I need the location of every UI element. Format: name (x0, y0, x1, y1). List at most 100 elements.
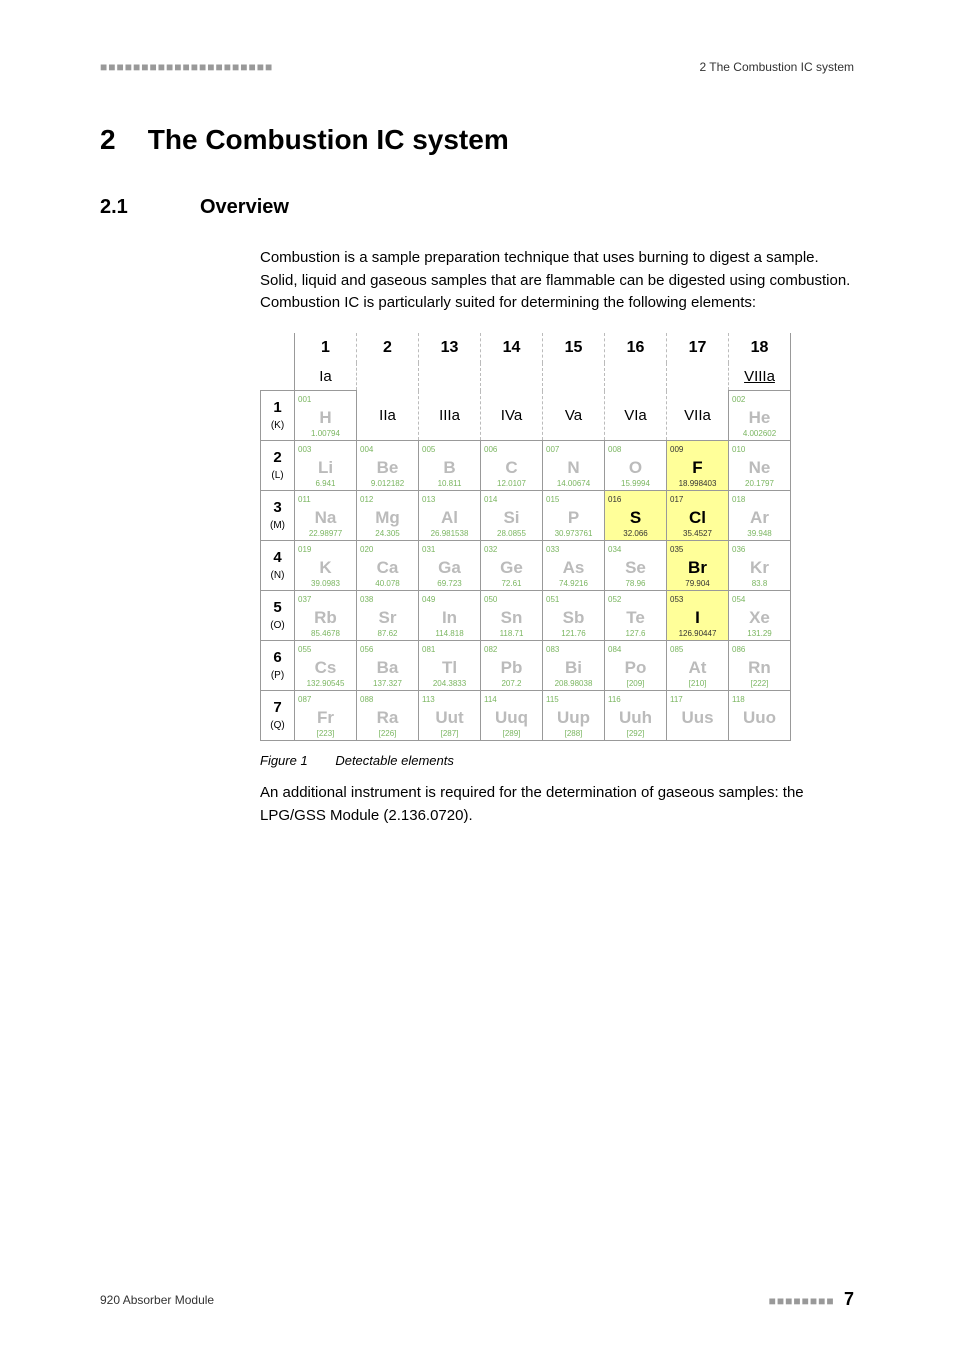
element-cell: 056Ba137.327 (357, 641, 419, 691)
group-label: IVa (481, 391, 543, 441)
element-cell: 116Uuh[292] (605, 691, 667, 741)
element-cell: 055Cs132.90545 (295, 641, 357, 691)
section-heading: 2.1 Overview (100, 196, 854, 219)
element-cell: 083Bi208.98038 (543, 641, 605, 691)
element-cell: 038Sr87.62 (357, 591, 419, 641)
element-cell: 117Uus (667, 691, 729, 741)
element-cell: 035Br79.904 (667, 541, 729, 591)
element-cell: 114Uuq[289] (481, 691, 543, 741)
group-label: IIa (357, 391, 419, 441)
element-cell: 113Uut[287] (419, 691, 481, 741)
group-label: Va (543, 391, 605, 441)
element-cell: 049In114.818 (419, 591, 481, 641)
period-label: 5(O) (261, 591, 295, 641)
element-cell: 003Li6.941 (295, 441, 357, 491)
followup-paragraph: An additional instrument is required for… (260, 782, 854, 827)
element-cell: 017Cl35.4527 (667, 491, 729, 541)
group-number: 17 (667, 333, 729, 363)
element-cell: 050Sn118.71 (481, 591, 543, 641)
element-cell: 054Xe131.29 (729, 591, 791, 641)
element-cell: 004Be9.012182 (357, 441, 419, 491)
periodic-table-figure: 12131415161718IaVIIIa1(K)001H1.00794IIaI… (260, 333, 854, 742)
chapter-name: The Combustion IC system (148, 124, 509, 155)
group-number: 14 (481, 333, 543, 363)
group-number: 2 (357, 333, 419, 363)
element-cell: 008O15.9994 (605, 441, 667, 491)
chapter-title: 2 The Combustion IC system (100, 124, 854, 156)
element-cell: 013Al26.981538 (419, 491, 481, 541)
footer-page-number: 7 (844, 1289, 854, 1309)
page-footer: 920 Absorber Module ■■■■■■■■ 7 (100, 1289, 854, 1310)
group-label (667, 363, 729, 391)
group-label (605, 363, 667, 391)
page-header: ■■■■■■■■■■■■■■■■■■■■■ 2 The Combustion I… (100, 60, 854, 74)
element-cell: 031Ga69.723 (419, 541, 481, 591)
element-cell: 053I126.90447 (667, 591, 729, 641)
element-cell: 012Mg24.305 (357, 491, 419, 541)
element-cell: 118Uuo (729, 691, 791, 741)
intro-paragraph: Combustion is a sample preparation techn… (260, 247, 854, 315)
group-number: 1 (295, 333, 357, 363)
header-dots-left: ■■■■■■■■■■■■■■■■■■■■■ (100, 60, 273, 74)
element-cell: 010Ne20.1797 (729, 441, 791, 491)
group-label: VIIIa (729, 363, 791, 391)
element-cell: 051Sb121.76 (543, 591, 605, 641)
element-cell: 037Rb85.4678 (295, 591, 357, 641)
footer-right: ■■■■■■■■ 7 (769, 1289, 854, 1310)
element-cell: 115Uup[288] (543, 691, 605, 741)
element-cell: 018Ar39.948 (729, 491, 791, 541)
element-cell: 088Ra[226] (357, 691, 419, 741)
group-label (481, 363, 543, 391)
element-cell: 034Se78.96 (605, 541, 667, 591)
element-cell: 001H1.00794 (295, 391, 357, 441)
period-label: 6(P) (261, 641, 295, 691)
section-number: 2.1 (100, 196, 200, 219)
group-number: 15 (543, 333, 605, 363)
group-label (543, 363, 605, 391)
element-cell: 019K39.0983 (295, 541, 357, 591)
element-cell: 009F18.998403 (667, 441, 729, 491)
header-right-text: 2 The Combustion IC system (699, 60, 854, 74)
period-label: 3(M) (261, 491, 295, 541)
element-cell: 081Tl204.3833 (419, 641, 481, 691)
element-cell: 011Na22.98977 (295, 491, 357, 541)
group-label: VIa (605, 391, 667, 441)
element-cell: 036Kr83.8 (729, 541, 791, 591)
group-label: VIIa (667, 391, 729, 441)
group-number: 13 (419, 333, 481, 363)
element-cell: 014Si28.0855 (481, 491, 543, 541)
group-label (357, 363, 419, 391)
element-cell: 087Fr[223] (295, 691, 357, 741)
element-cell: 033As74.9216 (543, 541, 605, 591)
section-title: Overview (200, 196, 289, 219)
element-cell: 082Pb207.2 (481, 641, 543, 691)
group-label: IIIa (419, 391, 481, 441)
figure-label: Figure 1 (260, 753, 308, 768)
figure-caption-text: Detectable elements (335, 753, 454, 768)
figure-caption: Figure 1 Detectable elements (260, 753, 854, 768)
element-cell: 085At[210] (667, 641, 729, 691)
element-cell: 002He4.002602 (729, 391, 791, 441)
footer-left-text: 920 Absorber Module (100, 1293, 214, 1307)
element-cell: 032Ge72.61 (481, 541, 543, 591)
footer-dots: ■■■■■■■■ (769, 1294, 835, 1308)
group-number: 18 (729, 333, 791, 363)
element-cell: 006C12.0107 (481, 441, 543, 491)
element-cell: 015P30.973761 (543, 491, 605, 541)
group-number: 16 (605, 333, 667, 363)
period-label: 4(N) (261, 541, 295, 591)
element-cell: 086Rn[222] (729, 641, 791, 691)
group-label: Ia (295, 363, 357, 391)
element-cell: 005B10.811 (419, 441, 481, 491)
periodic-table: 12131415161718IaVIIIa1(K)001H1.00794IIaI… (260, 333, 791, 742)
element-cell: 016S32.066 (605, 491, 667, 541)
group-label (419, 363, 481, 391)
period-label: 7(Q) (261, 691, 295, 741)
element-cell: 052Te127.6 (605, 591, 667, 641)
element-cell: 007N14.00674 (543, 441, 605, 491)
element-cell: 084Po[209] (605, 641, 667, 691)
period-label: 2(L) (261, 441, 295, 491)
period-label: 1(K) (261, 391, 295, 441)
chapter-number: 2 (100, 124, 140, 156)
element-cell: 020Ca40.078 (357, 541, 419, 591)
